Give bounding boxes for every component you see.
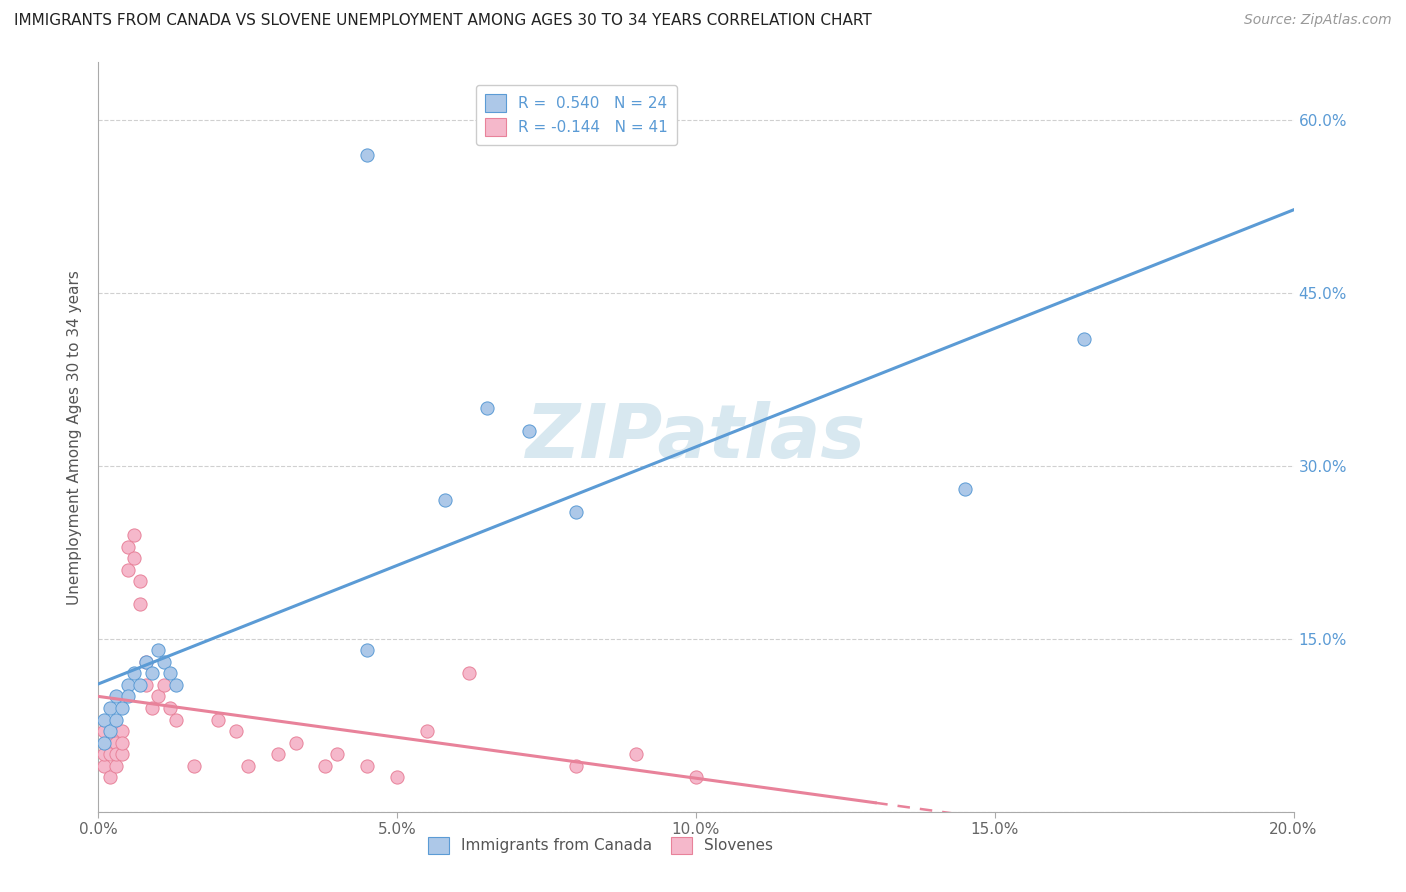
Point [685, 770, 707, 784]
Point [93, 713, 115, 727]
Point [105, 758, 128, 772]
Text: IMMIGRANTS FROM CANADA VS SLOVENE UNEMPLOYMENT AMONG AGES 30 TO 34 YEARS CORRELA: IMMIGRANTS FROM CANADA VS SLOVENE UNEMPL… [14, 13, 872, 29]
Point [315, 758, 337, 772]
Point [207, 713, 229, 727]
Point [225, 724, 247, 739]
Point [135, 655, 157, 669]
Point [105, 735, 128, 749]
Y-axis label: Unemployment Among Ages 30 to 34 years: Unemployment Among Ages 30 to 34 years [67, 269, 83, 605]
Point [356, 643, 378, 657]
Point [129, 597, 152, 611]
Point [93, 735, 115, 749]
Point [458, 666, 481, 681]
Point [356, 758, 378, 772]
Point [416, 724, 439, 739]
Point [98, 724, 122, 739]
Point [111, 735, 134, 749]
Point [1073, 332, 1095, 346]
Point [236, 758, 259, 772]
Point [111, 724, 134, 739]
Point [93, 758, 115, 772]
Point [153, 655, 176, 669]
Point [626, 747, 648, 761]
Point [98, 747, 122, 761]
Point [98, 735, 122, 749]
Point [124, 551, 146, 566]
Point [434, 493, 457, 508]
Point [98, 701, 122, 715]
Point [326, 747, 349, 761]
Point [356, 147, 378, 161]
Point [105, 724, 128, 739]
Point [141, 701, 163, 715]
Point [135, 655, 157, 669]
Point [93, 747, 115, 761]
Point [141, 666, 163, 681]
Point [117, 678, 139, 692]
Point [148, 643, 170, 657]
Point [135, 678, 157, 692]
Point [517, 425, 540, 439]
Point [111, 747, 134, 761]
Point [267, 747, 290, 761]
Point [284, 735, 307, 749]
Text: Source: ZipAtlas.com: Source: ZipAtlas.com [1244, 13, 1392, 28]
Text: ZIPatlas: ZIPatlas [526, 401, 866, 474]
Point [105, 713, 128, 727]
Point [565, 505, 588, 519]
Point [117, 563, 139, 577]
Point [117, 540, 139, 554]
Point [148, 690, 170, 704]
Point [111, 701, 134, 715]
Point [98, 770, 122, 784]
Point [159, 666, 181, 681]
Point [565, 758, 588, 772]
Point [93, 724, 115, 739]
Point [953, 482, 976, 496]
Point [124, 528, 146, 542]
Point [129, 574, 152, 589]
Point [117, 690, 139, 704]
Point [165, 713, 187, 727]
Point [129, 678, 152, 692]
Point [153, 678, 176, 692]
Point [165, 678, 187, 692]
Point [105, 690, 128, 704]
Point [124, 666, 146, 681]
Point [183, 758, 205, 772]
Point [385, 770, 409, 784]
Legend: Immigrants from Canada, Slovenes: Immigrants from Canada, Slovenes [422, 830, 779, 860]
Point [159, 701, 181, 715]
Point [475, 401, 498, 416]
Point [105, 747, 128, 761]
